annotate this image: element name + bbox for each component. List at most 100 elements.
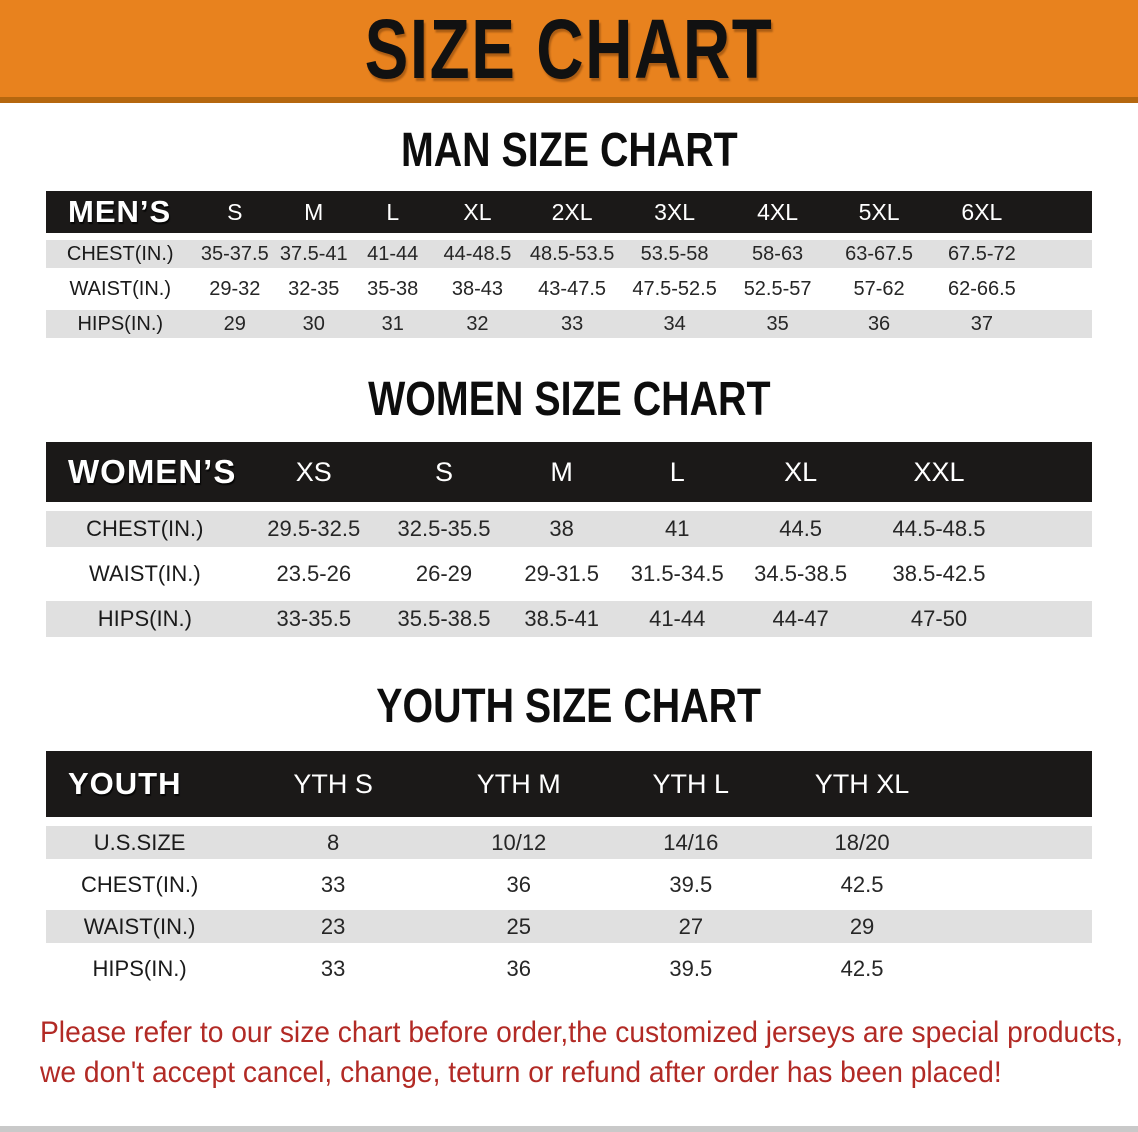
size-value: 38.5-42.5 [866, 547, 1092, 597]
size-value: 32-35 [275, 268, 353, 307]
size-column-header: 6XL [961, 198, 1003, 225]
size-value: 8 [233, 817, 433, 864]
row-label: CHEST(IN.) [46, 233, 195, 272]
size-value: 42.5 [777, 859, 1092, 906]
size-value: 44.5-48.5 [866, 502, 1092, 552]
size-value: 53.5-58 [622, 233, 727, 272]
women-section-heading: WOMEN SIZE CHART [367, 373, 771, 426]
size-value: 33 [521, 303, 623, 338]
size-value: 39.5 [604, 943, 778, 985]
table-title-cell: YOUTH [68, 766, 182, 801]
women-table-container: WOMEN’S XS S M L XL XXL CHEST(IN.) 29.5-32.5 32.5… [0, 442, 1138, 637]
size-value: 41 [619, 502, 736, 552]
size-value: 32 [432, 303, 522, 338]
size-value: 38.5-41 [504, 592, 620, 637]
size-value: 37 [929, 303, 1092, 338]
size-column-header: L [386, 198, 400, 225]
mens-size-table: MEN’S S M L XL 2XL 3XL 4XL 5XL 6XL CHEST(IN.) 35-37… [46, 191, 1092, 338]
size-value: 23.5-26 [243, 547, 384, 597]
table-title-cell: WOMEN’S [68, 453, 237, 490]
disclaimer-line-1: Please refer to our size chart before or… [40, 1016, 1124, 1049]
men-table-container: MEN’S S M L XL 2XL 3XL 4XL 5XL 6XL CHEST(IN.) 35-37… [0, 191, 1138, 338]
size-value: 67.5-72 [929, 233, 1092, 272]
size-value: 31 [352, 303, 433, 338]
measurement-row: WAIST(IN.) 29-32 32-35 35-38 38-43 43-47.5 47.… [46, 268, 1092, 307]
size-value: 62-66.5 [929, 268, 1092, 307]
size-value: 29-31.5 [504, 547, 620, 597]
size-value: 36 [433, 859, 605, 906]
size-column-header: YTH L [652, 768, 730, 799]
row-label: WAIST(IN.) [46, 901, 234, 948]
size-column-header: XS [295, 456, 332, 487]
size-value: 26-29 [383, 547, 505, 597]
womens-size-table: WOMEN’S XS S M L XL XXL CHEST(IN.) 29.5-32.5 32.5… [46, 442, 1092, 637]
table-title-cell: MEN’S [68, 194, 172, 229]
measurement-row: WAIST(IN.) 23 25 27 29 [46, 901, 1092, 948]
row-label: HIPS(IN.) [46, 943, 234, 985]
size-column-header: S [227, 198, 243, 225]
size-value: 44.5 [735, 502, 867, 552]
measurement-row: HIPS(IN.) 33 36 39.5 42.5 [46, 943, 1092, 985]
size-value: 41-44 [619, 592, 736, 637]
table-header-row: MEN’S S M L XL 2XL 3XL 4XL 5XL 6XL [46, 191, 1092, 237]
table-header-row: WOMEN’S XS S M L XL XXL [46, 442, 1092, 507]
size-value: 14/16 [604, 817, 778, 864]
size-column-header: YTH M [476, 768, 561, 799]
banner: SIZE CHART [0, 0, 1138, 103]
row-label: U.S.SIZE [46, 817, 234, 864]
size-value: 44-48.5 [432, 233, 522, 272]
size-value: 58-63 [726, 233, 829, 272]
youth-section-heading: YOUTH SIZE CHART [376, 680, 762, 733]
size-value: 37.5-41 [275, 233, 353, 272]
row-label: HIPS(IN.) [46, 303, 195, 338]
measurement-row: CHEST(IN.) 35-37.5 37.5-41 41-44 44-48.5 48.5… [46, 233, 1092, 272]
size-value: 47-50 [866, 592, 1092, 637]
disclaimer-text: Please refer to our size chart before or… [40, 1013, 1138, 1093]
disclaimer-line-2: we don't accept cancel, change, teturn o… [40, 1056, 1002, 1089]
size-column-header: S [434, 456, 453, 487]
size-value: 44-47 [735, 592, 867, 637]
size-column-header: 3XL [654, 198, 696, 225]
size-value: 63-67.5 [828, 233, 930, 272]
size-value: 35 [726, 303, 829, 338]
size-value: 32.5-35.5 [383, 502, 505, 552]
size-value: 35-38 [352, 268, 433, 307]
row-label: HIPS(IN.) [46, 592, 244, 637]
youth-size-table: YOUTH YTH S YTH M YTH L YTH XL U.S.SIZE 8 10/12… [46, 751, 1092, 985]
size-column-header: XXL [913, 456, 965, 487]
size-value: 57-62 [828, 268, 930, 307]
size-value: 29.5-32.5 [243, 502, 384, 552]
size-value: 34 [622, 303, 727, 338]
row-label: CHEST(IN.) [46, 859, 234, 906]
row-label: WAIST(IN.) [46, 547, 244, 597]
measurement-row: CHEST(IN.) 33 36 39.5 42.5 [46, 859, 1092, 906]
size-column-header: 5XL [858, 198, 900, 225]
size-column-header: M [304, 198, 324, 225]
size-value: 33-35.5 [243, 592, 384, 637]
size-column-header: 4XL [757, 198, 799, 225]
size-value: 38 [504, 502, 620, 552]
size-value: 43-47.5 [521, 268, 623, 307]
size-column-header: YTH XL [814, 768, 910, 799]
size-value: 10/12 [433, 817, 605, 864]
size-column-header: YTH S [293, 768, 373, 799]
size-column-header: XL [463, 198, 492, 225]
size-value: 27 [604, 901, 778, 948]
size-value: 47.5-52.5 [622, 268, 727, 307]
size-column-header: 2XL [551, 198, 593, 225]
bottom-divider [0, 1126, 1138, 1132]
size-value: 29 [777, 901, 1092, 948]
size-value: 35.5-38.5 [383, 592, 505, 637]
size-value: 42.5 [777, 943, 1092, 985]
row-label: WAIST(IN.) [46, 268, 195, 307]
size-value: 33 [233, 943, 433, 985]
row-label: CHEST(IN.) [46, 502, 244, 552]
size-column-header: L [669, 456, 685, 487]
page-title: SIZE CHART [364, 1, 774, 96]
size-value: 48.5-53.5 [521, 233, 623, 272]
size-value: 34.5-38.5 [735, 547, 867, 597]
measurement-row: HIPS(IN.) 33-35.5 35.5-38.5 38.5-41 41-44 44-… [46, 592, 1092, 637]
table-header-row: YOUTH YTH S YTH M YTH L YTH XL [46, 751, 1092, 822]
measurement-row: HIPS(IN.) 29 30 31 32 33 34 35 36 37 [46, 303, 1092, 338]
size-value: 18/20 [777, 817, 1092, 864]
